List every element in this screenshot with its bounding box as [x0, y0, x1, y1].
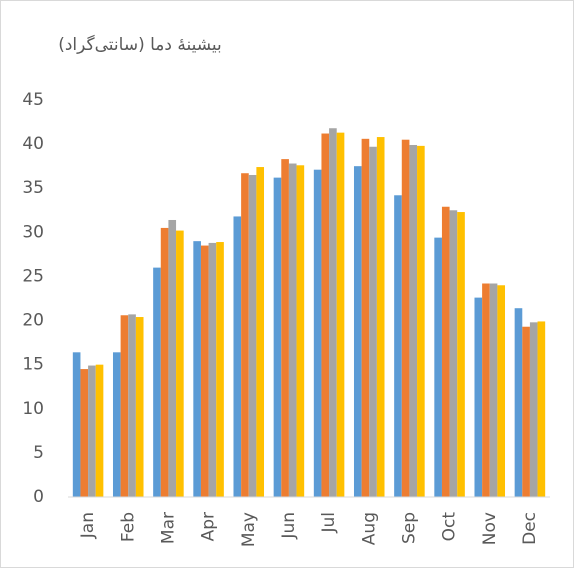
bar: [80, 369, 89, 497]
bar: [88, 365, 96, 497]
x-tick-label: Jan: [78, 512, 98, 539]
bar: [135, 317, 144, 497]
bar: [72, 352, 81, 497]
x-tick-label: Sep: [399, 512, 419, 544]
bar: [296, 165, 305, 498]
bar: [497, 285, 506, 497]
x-tick-label: Jul: [319, 512, 339, 534]
bar: [248, 174, 257, 497]
bar: [233, 216, 242, 497]
x-tick-label: May: [239, 512, 259, 547]
bar: [208, 242, 217, 497]
bar: [216, 242, 224, 497]
bar: [313, 169, 322, 497]
bar: [329, 128, 337, 497]
x-tick-label: Feb: [118, 512, 138, 542]
y-tick-label: 45: [22, 90, 44, 110]
y-tick-label: 20: [22, 311, 44, 331]
bar: [489, 283, 498, 497]
y-tick-label: 35: [22, 178, 44, 198]
bar: [369, 146, 377, 497]
chart-title: بیشینهٔ دما (سانتی‌گراد): [58, 34, 222, 55]
bar: [482, 283, 490, 497]
bar: [241, 173, 249, 498]
y-tick-label: 15: [22, 355, 44, 375]
bar: [394, 195, 402, 497]
bar: [457, 212, 465, 497]
x-tick-label: Mar: [158, 512, 178, 544]
x-tick-label: Dec: [520, 512, 540, 545]
bar: [321, 133, 330, 497]
y-tick-label: 5: [33, 443, 44, 463]
bar: [522, 326, 530, 497]
bar: [112, 352, 121, 497]
x-tick-label: Aug: [359, 512, 379, 545]
bar: [160, 227, 169, 497]
bar: [273, 177, 282, 497]
bar: [193, 241, 201, 497]
bar: [281, 159, 289, 497]
y-tick-label: 0: [33, 487, 44, 507]
x-tick-label: Jun: [279, 512, 299, 540]
bar: [336, 132, 345, 498]
bar: [153, 267, 161, 497]
x-tick-label: Apr: [199, 512, 219, 541]
bar: [441, 206, 450, 497]
x-tick-label: Oct: [440, 512, 460, 542]
bar: [529, 322, 538, 497]
bar: [256, 167, 265, 497]
x-tick-label: Nov: [480, 512, 500, 545]
y-tick-label: 30: [22, 222, 44, 242]
bar: [474, 297, 483, 497]
bar: [120, 315, 129, 497]
bar: [401, 139, 410, 497]
bar: [409, 144, 418, 497]
bar: [434, 237, 442, 498]
bar: [176, 230, 184, 497]
bar: [168, 219, 177, 497]
bar: [514, 308, 523, 497]
y-tick-label: 40: [22, 134, 44, 154]
bar: [128, 314, 136, 497]
bar: [449, 210, 458, 497]
bar: [417, 145, 425, 497]
bar: [361, 138, 370, 497]
bar: [288, 163, 297, 497]
bar: [376, 137, 385, 497]
bar: [353, 166, 362, 497]
y-tick-label: 10: [22, 399, 44, 419]
bar: [200, 245, 209, 497]
bar: [537, 321, 546, 497]
bar: [95, 364, 104, 497]
y-tick-label: 25: [22, 266, 44, 286]
